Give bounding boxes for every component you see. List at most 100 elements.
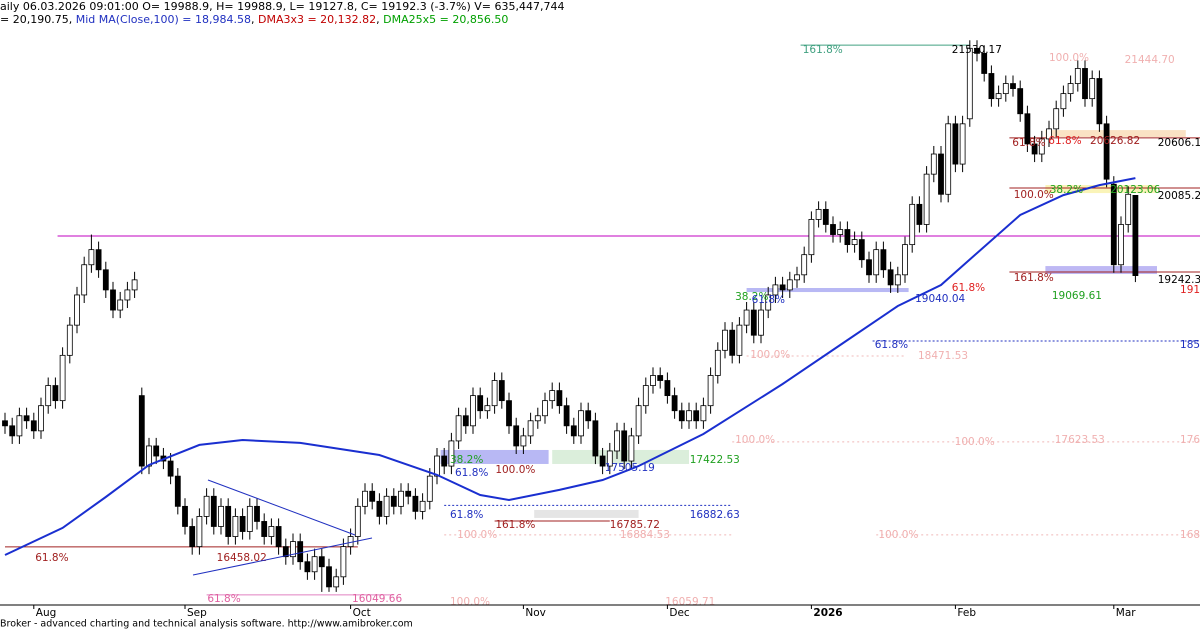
annotation: 20123.06 (1110, 184, 1160, 196)
annotation: 19069.61 (1052, 290, 1102, 302)
candle-body (354, 505, 361, 537)
candle-body (426, 475, 433, 502)
candle-body (203, 495, 210, 517)
candle-body (174, 475, 181, 507)
header-segment: , (251, 13, 258, 26)
candle-body (981, 52, 988, 74)
annotation: 100.0% (750, 349, 790, 361)
zone (552, 449, 689, 464)
candle-body (448, 440, 455, 467)
candle-body (621, 430, 628, 462)
candle-body (419, 500, 426, 512)
candle-body (650, 375, 656, 386)
annotation: 100.0% (495, 464, 535, 476)
zone (534, 509, 639, 518)
candle-body (614, 430, 620, 452)
candle-body (196, 516, 203, 548)
header-segment: aily 06.03.2026 09:01:00 O= 19988.9, H= … (0, 0, 564, 13)
candle-body (585, 410, 592, 422)
candle-body (657, 375, 664, 381)
candle-body (786, 279, 793, 291)
candle-body (945, 123, 952, 195)
candle-body (326, 566, 332, 588)
candle-body (405, 490, 412, 497)
candle-body (189, 526, 196, 548)
candle-body (412, 495, 419, 512)
annotation: 16785.72 (610, 519, 660, 531)
candle-body (887, 269, 894, 286)
annotation: 19242.37 (1158, 274, 1200, 286)
annotation: 100.0% (735, 434, 775, 446)
candle-body (333, 576, 340, 588)
candle-body (923, 173, 930, 225)
candle-body (808, 219, 815, 256)
annotation: 20626.82 (1090, 135, 1140, 147)
candle-body (261, 521, 268, 537)
annotation: 18471.53 (918, 350, 968, 362)
candle-body (995, 93, 1002, 100)
annotation: 61.8% (952, 282, 985, 294)
candle-body (318, 556, 325, 568)
candle-body (124, 289, 131, 301)
triangle-upper (207, 479, 356, 536)
annotation: 21444.70 (1125, 54, 1175, 66)
candle-body (52, 385, 59, 402)
candle-body (376, 500, 383, 517)
candle-body (45, 385, 52, 407)
annotation: 16884.53 (620, 529, 670, 541)
candle-body (678, 410, 685, 422)
candle-body (671, 395, 678, 412)
candle-body (491, 380, 498, 407)
candle-body (520, 435, 527, 447)
candle-body (772, 284, 779, 296)
annotation: 161.8% (803, 44, 843, 56)
annotation: 16882.63 (690, 509, 740, 521)
candle-body (153, 445, 160, 457)
candle-body (462, 415, 469, 427)
candle-body (959, 123, 966, 165)
x-tick-label: Aug (36, 607, 57, 619)
candle-body (146, 445, 152, 467)
candle-body (909, 203, 916, 246)
annotation: 38.2% (1050, 184, 1083, 196)
candle-body (1017, 88, 1024, 115)
candle-body (275, 526, 282, 548)
x-tick-label: Dec (669, 607, 690, 619)
annotation: 20085.21 (1158, 190, 1200, 202)
candle-body (873, 249, 880, 276)
annotation: 20606.19 (1158, 137, 1200, 149)
candle-body (1132, 195, 1139, 276)
candle-body (1046, 128, 1052, 140)
candle-body (952, 123, 959, 165)
footer: Broker - advanced charting and technical… (0, 619, 413, 630)
header-segment: , (376, 13, 383, 26)
candle-body (1024, 113, 1031, 145)
candle-body (1118, 224, 1124, 266)
candle-body (340, 546, 347, 578)
x-tick-label: Oct (353, 607, 371, 619)
annotation: 38.2% (735, 291, 768, 303)
candle-body (297, 541, 304, 563)
candle-body (9, 425, 16, 437)
header-segment: DMA3x3 = 20,132.82 (258, 13, 376, 26)
header-segment: = 20,190.75, (0, 13, 76, 26)
candle-body (880, 249, 887, 271)
annotation: 1680 (1180, 529, 1200, 541)
candle-body (246, 505, 253, 532)
candle-body (837, 229, 844, 235)
annotation: 21530.17 (952, 44, 1002, 56)
x-tick-label: Mar (1116, 607, 1136, 619)
candle-body (282, 546, 289, 558)
candle-body (938, 153, 944, 195)
candle-body (722, 329, 728, 351)
candle-body (484, 405, 491, 412)
candle-body (506, 400, 512, 427)
candle-body (102, 269, 109, 291)
candle-body (844, 229, 851, 246)
annotation: 100.0% (878, 529, 918, 541)
x-tick-label: Nov (525, 607, 546, 619)
candle-body (1125, 193, 1132, 225)
